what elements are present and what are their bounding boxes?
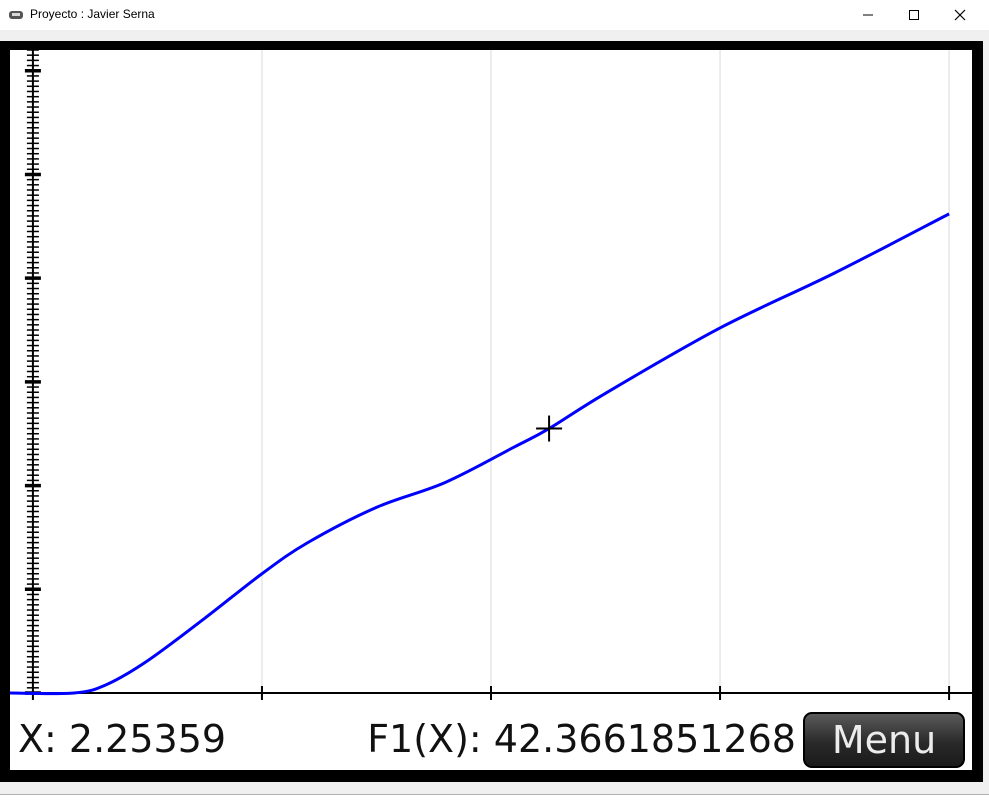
close-icon xyxy=(954,9,966,21)
x-value-readout: X: 2.25359 xyxy=(18,717,227,761)
screen-bezel: X: 2.25359 F1(X): 42.3661851268 Menu xyxy=(0,41,983,782)
maximize-icon xyxy=(909,10,919,20)
minimize-button[interactable] xyxy=(845,0,891,30)
calculator-screen: X: 2.25359 F1(X): 42.3661851268 Menu xyxy=(10,50,972,770)
function-curve-f1 xyxy=(10,212,950,696)
close-button[interactable] xyxy=(937,0,983,30)
window-title: Proyecto : Javier Serna xyxy=(30,7,155,21)
maximize-button[interactable] xyxy=(891,0,937,30)
plot-canvas[interactable] xyxy=(10,50,972,705)
trace-status-bar: X: 2.25359 F1(X): 42.3661851268 Menu xyxy=(10,705,972,770)
function-value-readout: F1(X): 42.3661851268 xyxy=(367,717,796,761)
calculator-icon xyxy=(9,11,23,19)
calculator-app: X: 2.25359 F1(X): 42.3661851268 Menu xyxy=(0,30,989,794)
minimize-icon xyxy=(863,14,873,16)
title-bar: Proyecto : Javier Serna xyxy=(0,0,989,30)
menu-button[interactable]: Menu xyxy=(803,712,965,768)
window-bottom-edge xyxy=(0,794,989,801)
